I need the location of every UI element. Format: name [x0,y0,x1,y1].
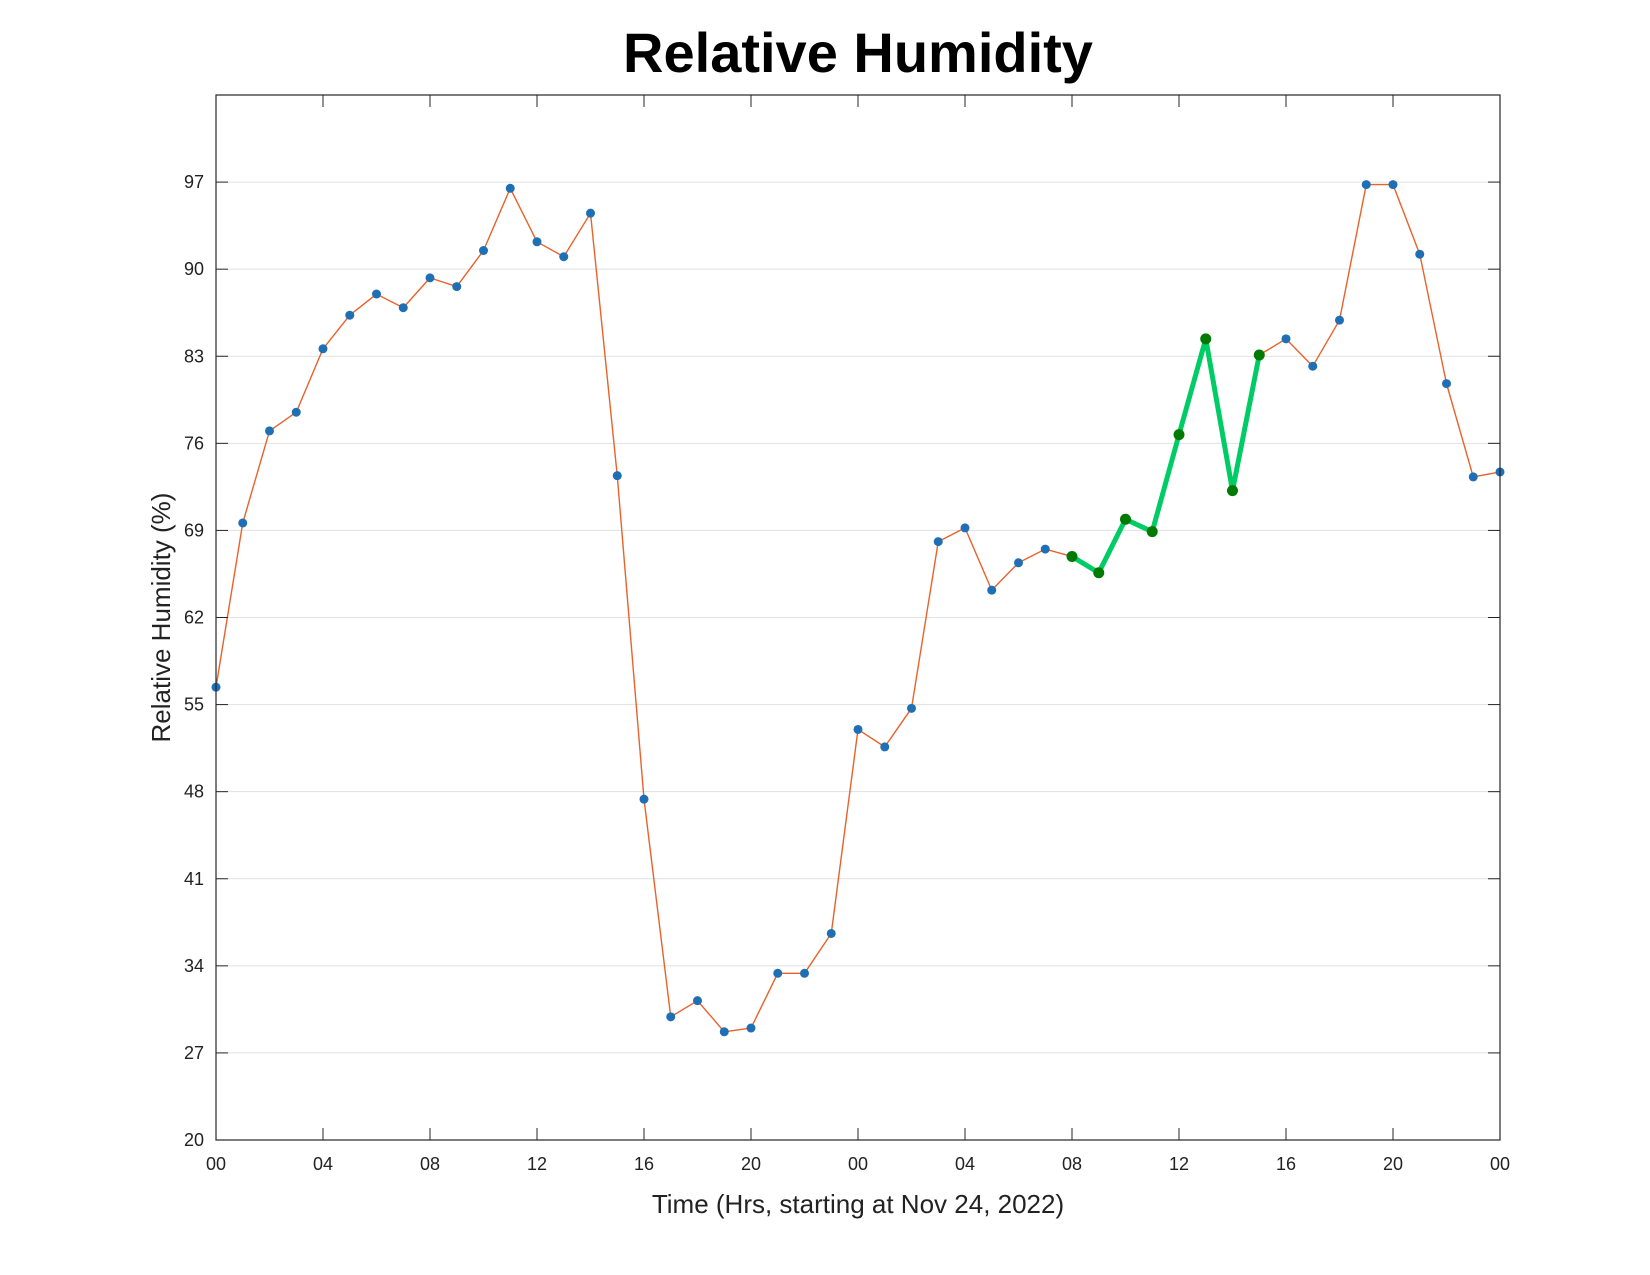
x-tick-label: 12 [527,1154,547,1174]
data-point [559,252,569,262]
data-point [265,426,274,436]
y-tick-label: 20 [184,1130,204,1150]
x-axis-label: Time (Hrs, starting at Nov 24, 2022) [652,1189,1064,1219]
y-axis-label: Relative Humidity (%) [146,493,176,743]
highlight-data-point [1066,551,1078,563]
x-tick-label: 00 [848,1154,868,1174]
data-point [505,183,515,193]
data-point [1415,249,1425,259]
data-point [800,968,809,978]
y-tick-label: 97 [184,172,204,192]
grid-lines [216,181,1500,1054]
x-tick-label: 20 [741,1154,761,1174]
chart-title: Relative Humidity [623,21,1093,84]
data-point [1468,472,1478,482]
y-tick-label: 69 [184,520,204,540]
series-line-full [215,183,1501,1033]
data-point [1014,558,1023,568]
x-tick-label: 08 [1062,1154,1082,1174]
y-tick-label: 34 [184,956,204,976]
data-point [693,996,702,1006]
data-point [612,471,622,481]
data-point [1040,544,1050,554]
data-point [425,273,435,283]
data-markers [211,180,1505,1037]
highlight-data-point [1146,526,1158,538]
x-tick-label: 08 [420,1154,440,1174]
data-point [532,237,542,247]
y-tick-label: 48 [184,782,204,802]
y-tick-label: 90 [184,259,204,279]
data-point [987,585,997,595]
series-lines [215,183,1501,1033]
data-point [1388,180,1398,190]
data-point [291,407,301,417]
data-point [1308,361,1318,371]
data-point [853,724,863,734]
data-point [345,310,355,320]
data-point [479,246,488,256]
data-point [826,928,836,938]
data-point [960,523,970,533]
x-tick-label: 16 [1276,1154,1296,1174]
data-point [586,208,595,218]
data-point [907,703,916,713]
data-point [1335,315,1344,325]
y-tick-label: 83 [184,346,204,366]
data-point [1281,334,1291,344]
highlight-data-point [1253,349,1265,361]
y-tick-label: 55 [184,695,204,715]
x-tick-label: 04 [313,1154,333,1174]
data-point [372,289,381,299]
data-point [318,344,328,354]
data-point [452,282,462,292]
data-point [398,303,408,313]
x-tick-label: 12 [1169,1154,1189,1174]
highlight-data-point [1173,429,1185,441]
data-point [1442,379,1451,389]
data-point [1361,180,1371,190]
y-tick-label: 62 [184,608,204,628]
x-tick-label: 04 [955,1154,975,1174]
data-point [773,968,783,978]
highlight-data-point [1200,333,1212,345]
x-tick-label: 16 [634,1154,654,1174]
series-line-highlight [1070,336,1262,576]
highlight-data-point [1227,485,1238,497]
data-point [880,742,890,752]
y-tick-label: 27 [184,1043,204,1063]
data-point [933,537,943,547]
data-point [666,1012,676,1022]
data-point [238,518,248,528]
x-tick-label: 20 [1383,1154,1403,1174]
highlight-data-point [1120,513,1131,525]
data-point [719,1027,729,1037]
x-tick-label: 00 [1490,1154,1510,1174]
highlight-data-point [1093,567,1105,579]
y-tick-label: 76 [184,433,204,453]
data-point [746,1023,756,1033]
x-tick-label: 00 [206,1154,226,1174]
data-point [639,794,649,804]
y-tick-label: 41 [184,869,204,889]
